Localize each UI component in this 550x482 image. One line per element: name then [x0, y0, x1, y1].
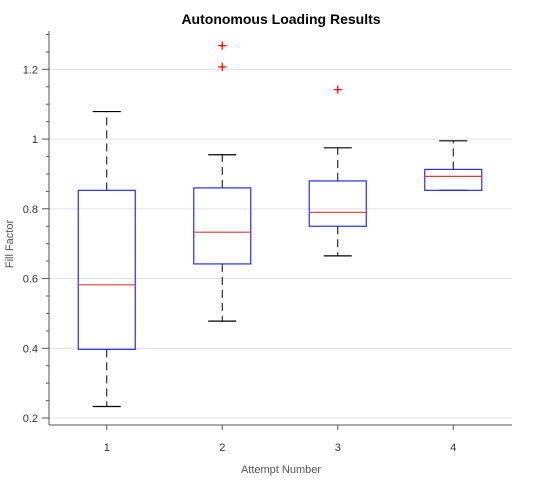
x-tick-label: 3 — [335, 442, 341, 454]
x-tick-label: 2 — [219, 442, 225, 454]
boxes — [77, 41, 483, 408]
y-axis-ticks: 0.2 0.4 0.6 0.8 1 1.2 — [23, 33, 49, 425]
box-group — [193, 41, 252, 322]
grid-lines — [49, 68, 512, 419]
box-group — [424, 140, 483, 191]
box — [193, 187, 252, 265]
box — [77, 189, 136, 350]
y-tick-label: 0.2 — [23, 413, 38, 425]
x-tick-label: 4 — [450, 442, 456, 454]
y-axis-label: Fill Factor — [4, 220, 16, 269]
axes — [48, 31, 512, 426]
x-axis-ticks: 1 2 3 4 — [104, 425, 456, 454]
x-tick-label: 1 — [104, 442, 110, 454]
x-axis-label: Attempt Number — [241, 464, 321, 476]
outlier-marker — [218, 62, 227, 71]
outlier-marker — [218, 41, 227, 50]
box — [308, 180, 367, 227]
y-tick-label: 1.2 — [23, 64, 38, 76]
y-tick-label: 0.4 — [23, 343, 38, 355]
y-tick-label: 1 — [32, 134, 38, 146]
y-tick-label: 0.8 — [23, 204, 38, 216]
outlier-marker — [333, 85, 342, 94]
box-group — [77, 110, 136, 408]
box — [424, 168, 483, 191]
box-group — [308, 85, 367, 257]
y-tick-label: 0.6 — [23, 274, 38, 286]
chart-title: Autonomous Loading Results — [181, 11, 380, 27]
